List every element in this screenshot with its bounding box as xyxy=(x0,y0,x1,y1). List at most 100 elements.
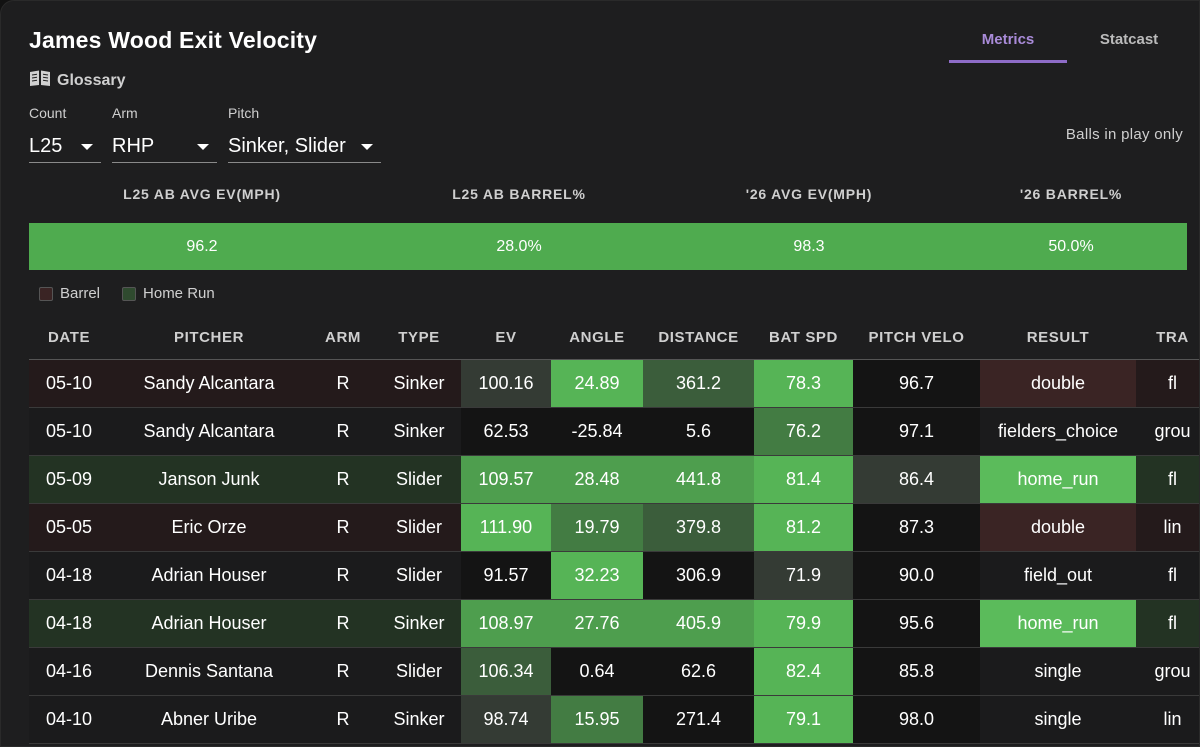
glossary-label: Glossary xyxy=(57,71,126,89)
column-header-pitcher[interactable]: PITCHER xyxy=(109,317,309,360)
cell-type: Slider xyxy=(377,503,461,552)
cell-ev: 111.90 xyxy=(461,503,551,552)
cell-distance: 379.8 xyxy=(643,503,754,552)
caret-down-icon xyxy=(361,143,373,150)
table-row[interactable]: 04-16 Dennis Santana R Slider 106.34 0.64 62.6… xyxy=(29,647,1199,696)
cell-pitcher: Abner Uribe xyxy=(109,695,309,744)
cell-arm: R xyxy=(309,551,377,600)
cell-distance: 441.8 xyxy=(643,455,754,504)
cell-angle: 27.76 xyxy=(551,599,643,648)
legend-home-run-swatch xyxy=(122,286,137,301)
cell-angle: 15.95 xyxy=(551,695,643,744)
column-header-ev[interactable]: EV xyxy=(461,317,551,360)
legend: Barrel Home Run xyxy=(39,285,237,302)
cell-result: field_out xyxy=(980,551,1136,600)
cell-type: Slider xyxy=(377,551,461,600)
column-header-arm[interactable]: ARM xyxy=(309,317,377,360)
cell-ev: 108.97 xyxy=(461,599,551,648)
summary-value-season-avg-ev: 98.3 xyxy=(793,237,825,255)
cell-date: 05-10 xyxy=(29,359,109,408)
legend-barrel-swatch xyxy=(39,286,53,301)
tab-metrics[interactable]: Metrics xyxy=(949,31,1067,63)
cell-pitcher: Adrian Houser xyxy=(109,599,309,648)
cell-result: home_run xyxy=(980,599,1136,648)
cell-date: 05-09 xyxy=(29,455,109,504)
cell-type: Sinker xyxy=(377,599,461,648)
cell-type: Slider xyxy=(377,647,461,696)
cell-tra: grou xyxy=(1136,407,1199,456)
cell-type: Sinker xyxy=(377,359,461,408)
cell-pitcher: Sandy Alcantara xyxy=(109,407,309,456)
table-row[interactable]: 05-05 Eric Orze R Slider 111.90 19.79 379.8 81.… xyxy=(29,503,1199,552)
summary-header-l25-barrel: L25 AB BARREL% xyxy=(452,186,586,202)
cell-bat-spd: 78.3 xyxy=(754,359,853,408)
table-row[interactable]: 05-10 Sandy Alcantara R Sinker 62.53 -25.84 5.… xyxy=(29,407,1199,456)
cell-result: double xyxy=(980,503,1136,552)
count-select[interactable]: L25 xyxy=(29,131,101,163)
tab-statcast[interactable]: Statcast xyxy=(1099,31,1159,48)
cell-distance: 405.9 xyxy=(643,599,754,648)
summary-value-l25-avg-ev: 96.2 xyxy=(186,237,218,255)
cell-type: Slider xyxy=(377,455,461,504)
cell-date: 04-10 xyxy=(29,695,109,744)
column-header-distance[interactable]: DISTANCE xyxy=(643,317,754,360)
column-header-pitch-velo[interactable]: PITCH VELO xyxy=(853,317,980,360)
legend-barrel-label: Barrel xyxy=(60,285,101,302)
glossary-link[interactable]: Glossary xyxy=(29,69,125,92)
column-header-angle[interactable]: ANGLE xyxy=(551,317,643,360)
pitch-select-value: Sinker, Slider xyxy=(228,135,346,157)
cell-tra: fl xyxy=(1136,599,1199,648)
cell-arm: R xyxy=(309,359,377,408)
column-header-result[interactable]: RESULT xyxy=(980,317,1136,360)
legend-home-run: Home Run xyxy=(122,285,215,302)
table-row[interactable]: 05-09 Janson Junk R Slider 109.57 28.48 441.8 8… xyxy=(29,455,1199,504)
table-row[interactable]: 04-18 Adrian Houser R Slider 91.57 32.23 306.9… xyxy=(29,551,1199,600)
column-header-tra[interactable]: TRA xyxy=(1136,317,1199,360)
at-bat-table: DATE PITCHER ARM TYPE EV ANGLE DISTANCE BAT SPD… xyxy=(29,317,1199,744)
pitch-select[interactable]: Sinker, Slider xyxy=(228,131,381,163)
summary-values-row: 96.2 28.0% 98.3 50.0% xyxy=(29,223,1187,270)
caret-down-icon xyxy=(81,143,93,150)
cell-arm: R xyxy=(309,599,377,648)
cell-ev: 98.74 xyxy=(461,695,551,744)
cell-tra: lin xyxy=(1136,695,1199,744)
arm-select[interactable]: RHP xyxy=(112,131,217,163)
cell-distance: 62.6 xyxy=(643,647,754,696)
cell-type: Sinker xyxy=(377,407,461,456)
view-tabs: Metrics Statcast xyxy=(949,31,1188,63)
caret-down-icon xyxy=(197,143,209,150)
book-icon xyxy=(29,69,51,92)
table-row[interactable]: 04-10 Abner Uribe R Sinker 98.74 15.95 271.4 79… xyxy=(29,695,1199,744)
summary-value-season-barrel: 50.0% xyxy=(1048,237,1094,255)
cell-distance: 271.4 xyxy=(643,695,754,744)
table-body: 05-10 Sandy Alcantara R Sinker 100.16 24.89 36… xyxy=(29,359,1199,744)
column-header-date[interactable]: DATE xyxy=(29,317,109,360)
table-row[interactable]: 04-18 Adrian Houser R Sinker 108.97 27.76 405.… xyxy=(29,599,1199,648)
cell-bat-spd: 82.4 xyxy=(754,647,853,696)
cell-pitch-velo: 86.4 xyxy=(853,455,980,504)
count-filter-label: Count xyxy=(29,105,67,121)
cell-pitcher: Eric Orze xyxy=(109,503,309,552)
cell-date: 05-10 xyxy=(29,407,109,456)
pitch-filter-label: Pitch xyxy=(228,105,260,121)
cell-result: single xyxy=(980,695,1136,744)
column-header-bat-spd[interactable]: BAT SPD xyxy=(754,317,853,360)
cell-tra: fl xyxy=(1136,551,1199,600)
cell-tra: grou xyxy=(1136,647,1199,696)
table-row[interactable]: 05-10 Sandy Alcantara R Sinker 100.16 24.89 36… xyxy=(29,359,1199,408)
pitch-filter: Pitch Sinker, Slider xyxy=(228,105,381,163)
cell-date: 05-05 xyxy=(29,503,109,552)
cell-pitch-velo: 90.0 xyxy=(853,551,980,600)
cell-result: fielders_choice xyxy=(980,407,1136,456)
summary-header-season-avg-ev: '26 AVG EV(MPH) xyxy=(745,186,873,202)
cell-pitch-velo: 85.8 xyxy=(853,647,980,696)
cell-bat-spd: 81.4 xyxy=(754,455,853,504)
summary-header-season-barrel: '26 BARREL% xyxy=(1019,186,1123,202)
cell-angle: 32.23 xyxy=(551,551,643,600)
column-header-type[interactable]: TYPE xyxy=(377,317,461,360)
summary-header-l25-avg-ev: L25 AB AVG EV(MPH) xyxy=(123,186,281,202)
cell-distance: 306.9 xyxy=(643,551,754,600)
cell-pitcher: Dennis Santana xyxy=(109,647,309,696)
cell-pitch-velo: 97.1 xyxy=(853,407,980,456)
